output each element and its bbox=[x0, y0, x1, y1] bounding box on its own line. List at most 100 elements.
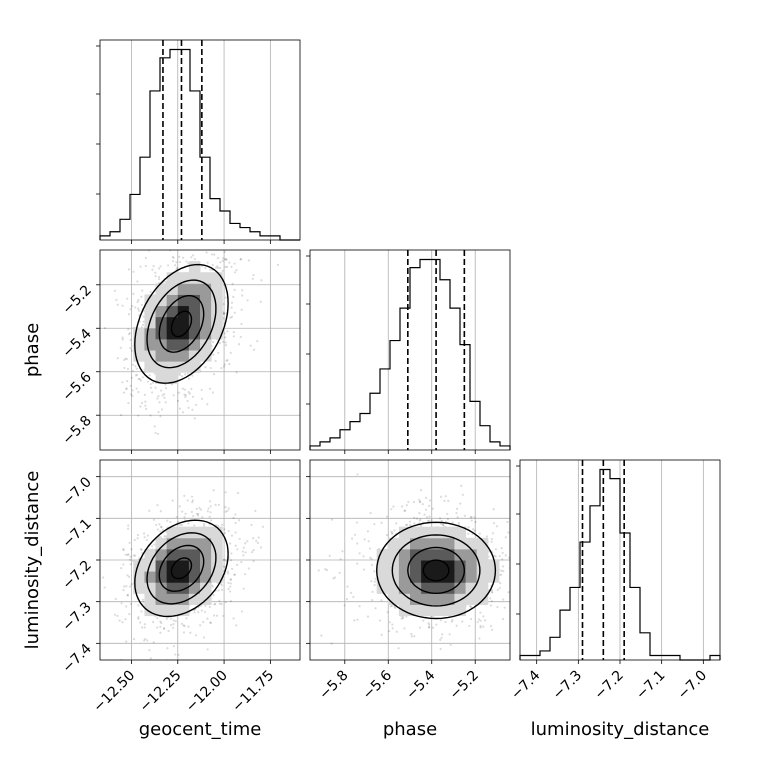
sample-point bbox=[144, 400, 147, 403]
sample-point bbox=[230, 534, 234, 537]
sample-point bbox=[392, 505, 395, 508]
density-cell bbox=[398, 571, 411, 583]
density-cell bbox=[211, 571, 223, 583]
sample-point bbox=[222, 365, 226, 368]
density-cell bbox=[421, 604, 433, 617]
density-cell bbox=[166, 372, 179, 384]
sample-point bbox=[358, 552, 361, 555]
contour-line bbox=[391, 534, 481, 607]
sample-point bbox=[146, 534, 150, 537]
sample-point bbox=[149, 290, 152, 293]
density-cell bbox=[166, 305, 179, 318]
sample-point bbox=[193, 611, 196, 614]
sample-point bbox=[140, 303, 143, 306]
sample-point bbox=[490, 538, 494, 541]
density-cell bbox=[200, 272, 212, 284]
sample-point bbox=[134, 365, 137, 368]
sample-point bbox=[229, 351, 232, 354]
density-cell bbox=[177, 593, 190, 605]
sample-point bbox=[506, 520, 509, 524]
y-tick-label: −7.4 bbox=[59, 641, 94, 676]
sample-point bbox=[209, 505, 212, 508]
sample-point bbox=[229, 590, 232, 593]
sample-point bbox=[369, 556, 372, 559]
sample-point bbox=[127, 575, 131, 578]
sample-point bbox=[209, 621, 213, 624]
sample-point bbox=[330, 642, 333, 645]
sample-point bbox=[386, 515, 389, 518]
density-cell bbox=[200, 338, 212, 351]
sample-point bbox=[431, 626, 435, 629]
sample-point bbox=[455, 512, 458, 515]
density-cell bbox=[410, 593, 422, 605]
marginal-phase-axes bbox=[306, 249, 511, 454]
sample-point bbox=[224, 343, 228, 347]
density-cell bbox=[200, 294, 212, 307]
sample-point bbox=[222, 312, 225, 315]
sample-point bbox=[185, 244, 187, 246]
sample-point bbox=[128, 558, 132, 561]
sample-point bbox=[116, 614, 119, 618]
sample-point bbox=[393, 605, 396, 609]
sample-point bbox=[178, 523, 182, 527]
sample-point bbox=[154, 431, 157, 435]
density-cell bbox=[177, 327, 190, 340]
density-cell bbox=[166, 593, 179, 605]
sample-point bbox=[208, 515, 211, 518]
sample-point bbox=[430, 519, 433, 522]
sample-point bbox=[128, 612, 131, 616]
sample-point bbox=[169, 520, 172, 524]
sample-point bbox=[455, 624, 458, 627]
sample-point bbox=[148, 509, 151, 512]
contour-line bbox=[134, 519, 229, 618]
sample-point bbox=[421, 503, 424, 506]
sample-point bbox=[175, 267, 178, 271]
sample-point bbox=[470, 515, 473, 519]
density-cell bbox=[155, 604, 168, 617]
sample-point bbox=[368, 547, 372, 550]
sample-point bbox=[124, 553, 127, 556]
density-cell bbox=[443, 537, 455, 550]
sample-point bbox=[328, 554, 331, 557]
sample-point bbox=[440, 522, 443, 526]
sample-point bbox=[232, 335, 235, 338]
sample-point bbox=[118, 619, 121, 622]
density-cell bbox=[188, 283, 201, 295]
contour-line bbox=[170, 557, 193, 580]
sample-point bbox=[126, 593, 129, 597]
sample-point bbox=[524, 518, 526, 520]
sample-point bbox=[408, 520, 411, 523]
axes-frame bbox=[309, 249, 511, 451]
density-cell bbox=[476, 582, 489, 594]
sample-point bbox=[217, 266, 220, 270]
sample-point bbox=[401, 505, 404, 508]
sample-point bbox=[229, 316, 232, 319]
sample-point bbox=[141, 289, 144, 292]
sample-point bbox=[474, 520, 477, 524]
sample-point bbox=[490, 590, 494, 593]
density-cell bbox=[133, 582, 145, 594]
density-cell bbox=[454, 526, 467, 539]
sample-point bbox=[129, 338, 132, 341]
sample-point bbox=[127, 553, 130, 556]
axes-frame bbox=[99, 249, 301, 451]
sample-point bbox=[200, 609, 203, 612]
sample-point bbox=[362, 555, 365, 558]
sample-point bbox=[356, 562, 359, 565]
density-cell bbox=[443, 593, 455, 605]
density-cell bbox=[376, 571, 389, 583]
density-cell bbox=[155, 361, 168, 373]
sample-point bbox=[145, 407, 148, 411]
sample-point bbox=[196, 514, 200, 517]
sample-point bbox=[138, 377, 141, 381]
density-cell bbox=[421, 593, 433, 605]
sample-point bbox=[163, 534, 166, 538]
sample-point bbox=[390, 530, 393, 533]
density-cell bbox=[454, 537, 467, 550]
sample-point bbox=[353, 619, 356, 622]
y-tick-label: −7.3 bbox=[59, 599, 94, 634]
x-tick-label: −7.1 bbox=[633, 668, 668, 703]
density-cell bbox=[410, 571, 422, 583]
sample-point bbox=[229, 247, 231, 249]
sample-point bbox=[232, 617, 235, 620]
